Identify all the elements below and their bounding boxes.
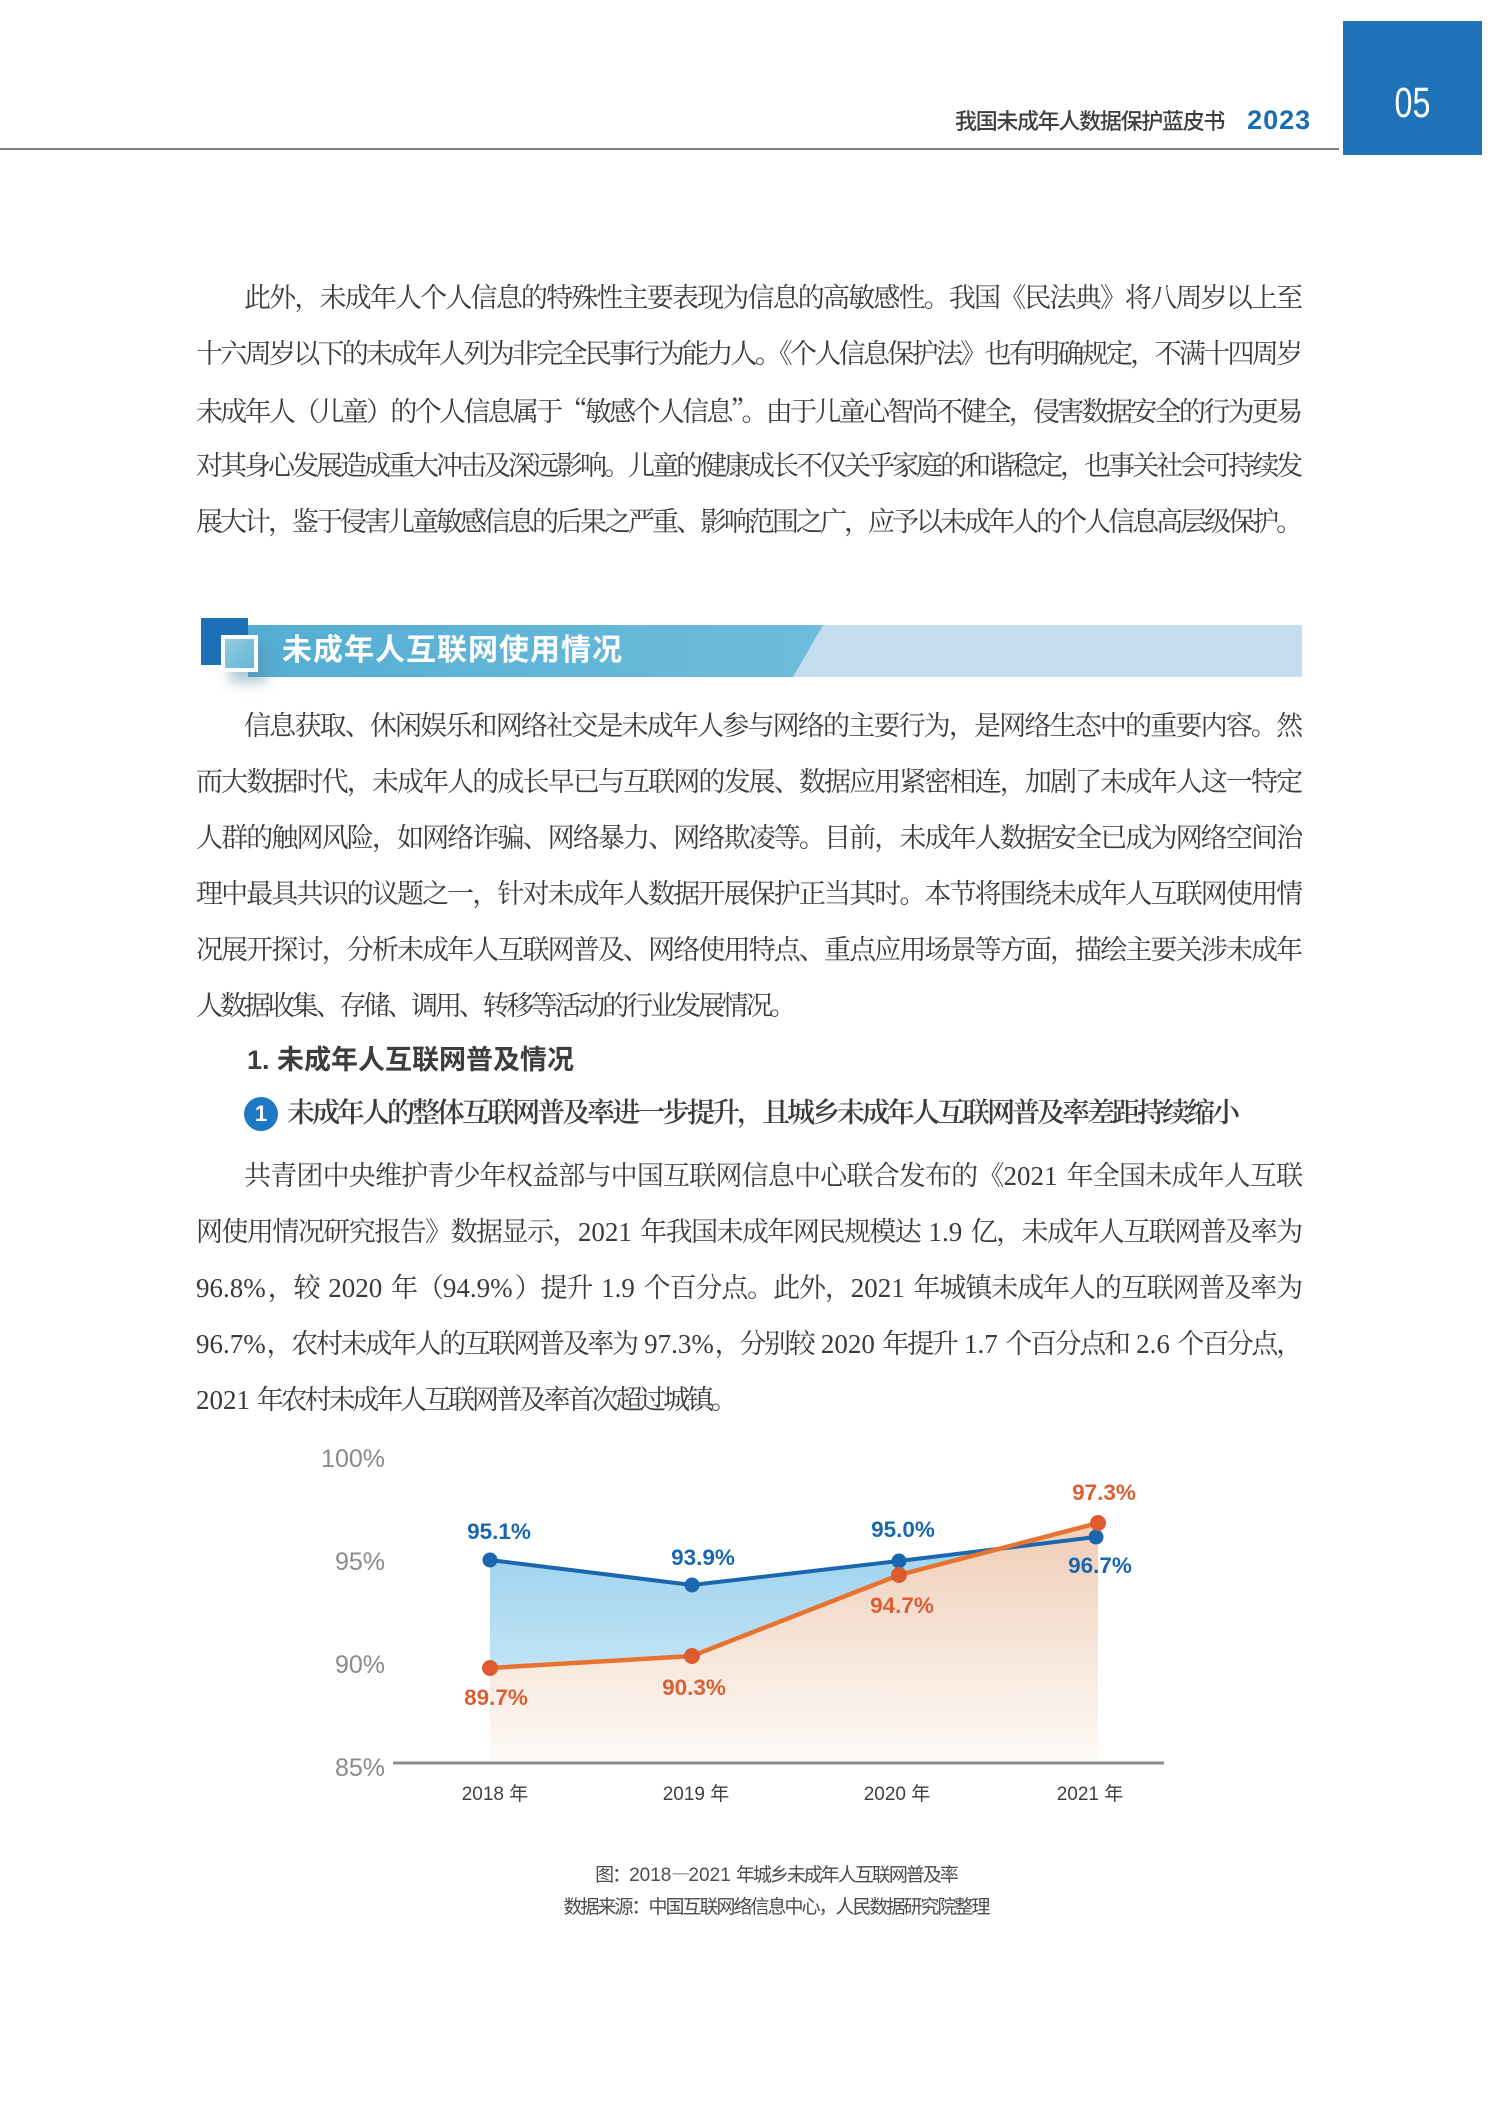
svg-text:90.3%: 90.3% bbox=[662, 1675, 726, 1700]
svg-text:89.7%: 89.7% bbox=[464, 1685, 528, 1710]
svg-text:95.1%: 95.1% bbox=[467, 1519, 531, 1544]
svg-text:2019 年: 2019 年 bbox=[663, 1783, 730, 1805]
svg-text:95%: 95% bbox=[335, 1548, 385, 1576]
svg-text:96.7%: 96.7% bbox=[1068, 1553, 1132, 1578]
svg-text:85%: 85% bbox=[335, 1754, 385, 1782]
svg-text:100%: 100% bbox=[321, 1445, 385, 1473]
svg-text:94.7%: 94.7% bbox=[870, 1593, 934, 1618]
svg-text:97.3%: 97.3% bbox=[1072, 1480, 1136, 1505]
svg-text:2020 年: 2020 年 bbox=[864, 1783, 931, 1805]
svg-text:2021 年: 2021 年 bbox=[1057, 1783, 1124, 1805]
svg-text:90%: 90% bbox=[335, 1651, 385, 1679]
svg-text:93.9%: 93.9% bbox=[671, 1545, 735, 1570]
svg-text:2018 年: 2018 年 bbox=[462, 1783, 529, 1805]
svg-text:95.0%: 95.0% bbox=[871, 1517, 935, 1542]
